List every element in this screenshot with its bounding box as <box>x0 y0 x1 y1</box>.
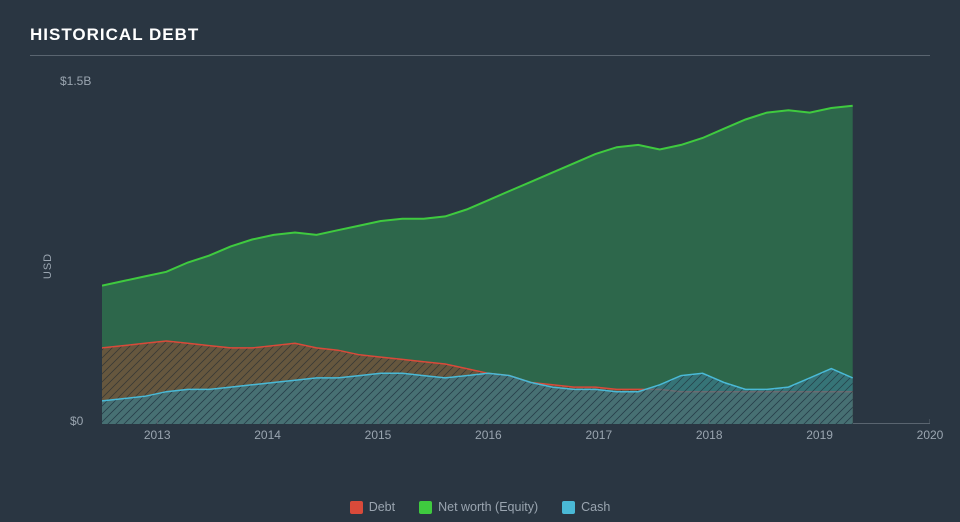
legend-item-cash: Cash <box>562 500 610 514</box>
legend: Debt Net worth (Equity) Cash <box>0 500 960 514</box>
xtick-label: 2015 <box>365 428 392 442</box>
xtick-label: 2019 <box>806 428 833 442</box>
yaxis-top-label: $1.5B <box>60 74 91 88</box>
xtick-label: 2014 <box>254 428 281 442</box>
xtick-label: 2018 <box>696 428 723 442</box>
chart-title: HISTORICAL DEBT <box>30 25 930 56</box>
legend-swatch <box>562 501 575 514</box>
xtick-label: 2013 <box>144 428 171 442</box>
plot-svg <box>102 78 930 424</box>
xaxis: 20132014201520162017201820192020 <box>102 428 930 448</box>
xtick-label: 2017 <box>585 428 612 442</box>
legend-item-debt: Debt <box>350 500 395 514</box>
xtick-label: 2020 <box>917 428 944 442</box>
xtick-label: 2016 <box>475 428 502 442</box>
legend-item-net_worth: Net worth (Equity) <box>419 500 538 514</box>
legend-label: Cash <box>581 500 610 514</box>
legend-swatch <box>350 501 363 514</box>
legend-label: Debt <box>369 500 395 514</box>
chart-area: $1.5B USD $0 2013 2014 2015 2016 2017 2018 201… <box>30 66 930 466</box>
yaxis-title: USD <box>42 253 54 279</box>
plot-region <box>102 78 930 424</box>
legend-swatch <box>419 501 432 514</box>
legend-label: Net worth (Equity) <box>438 500 538 514</box>
yaxis-bottom-label: $0 <box>70 414 83 428</box>
